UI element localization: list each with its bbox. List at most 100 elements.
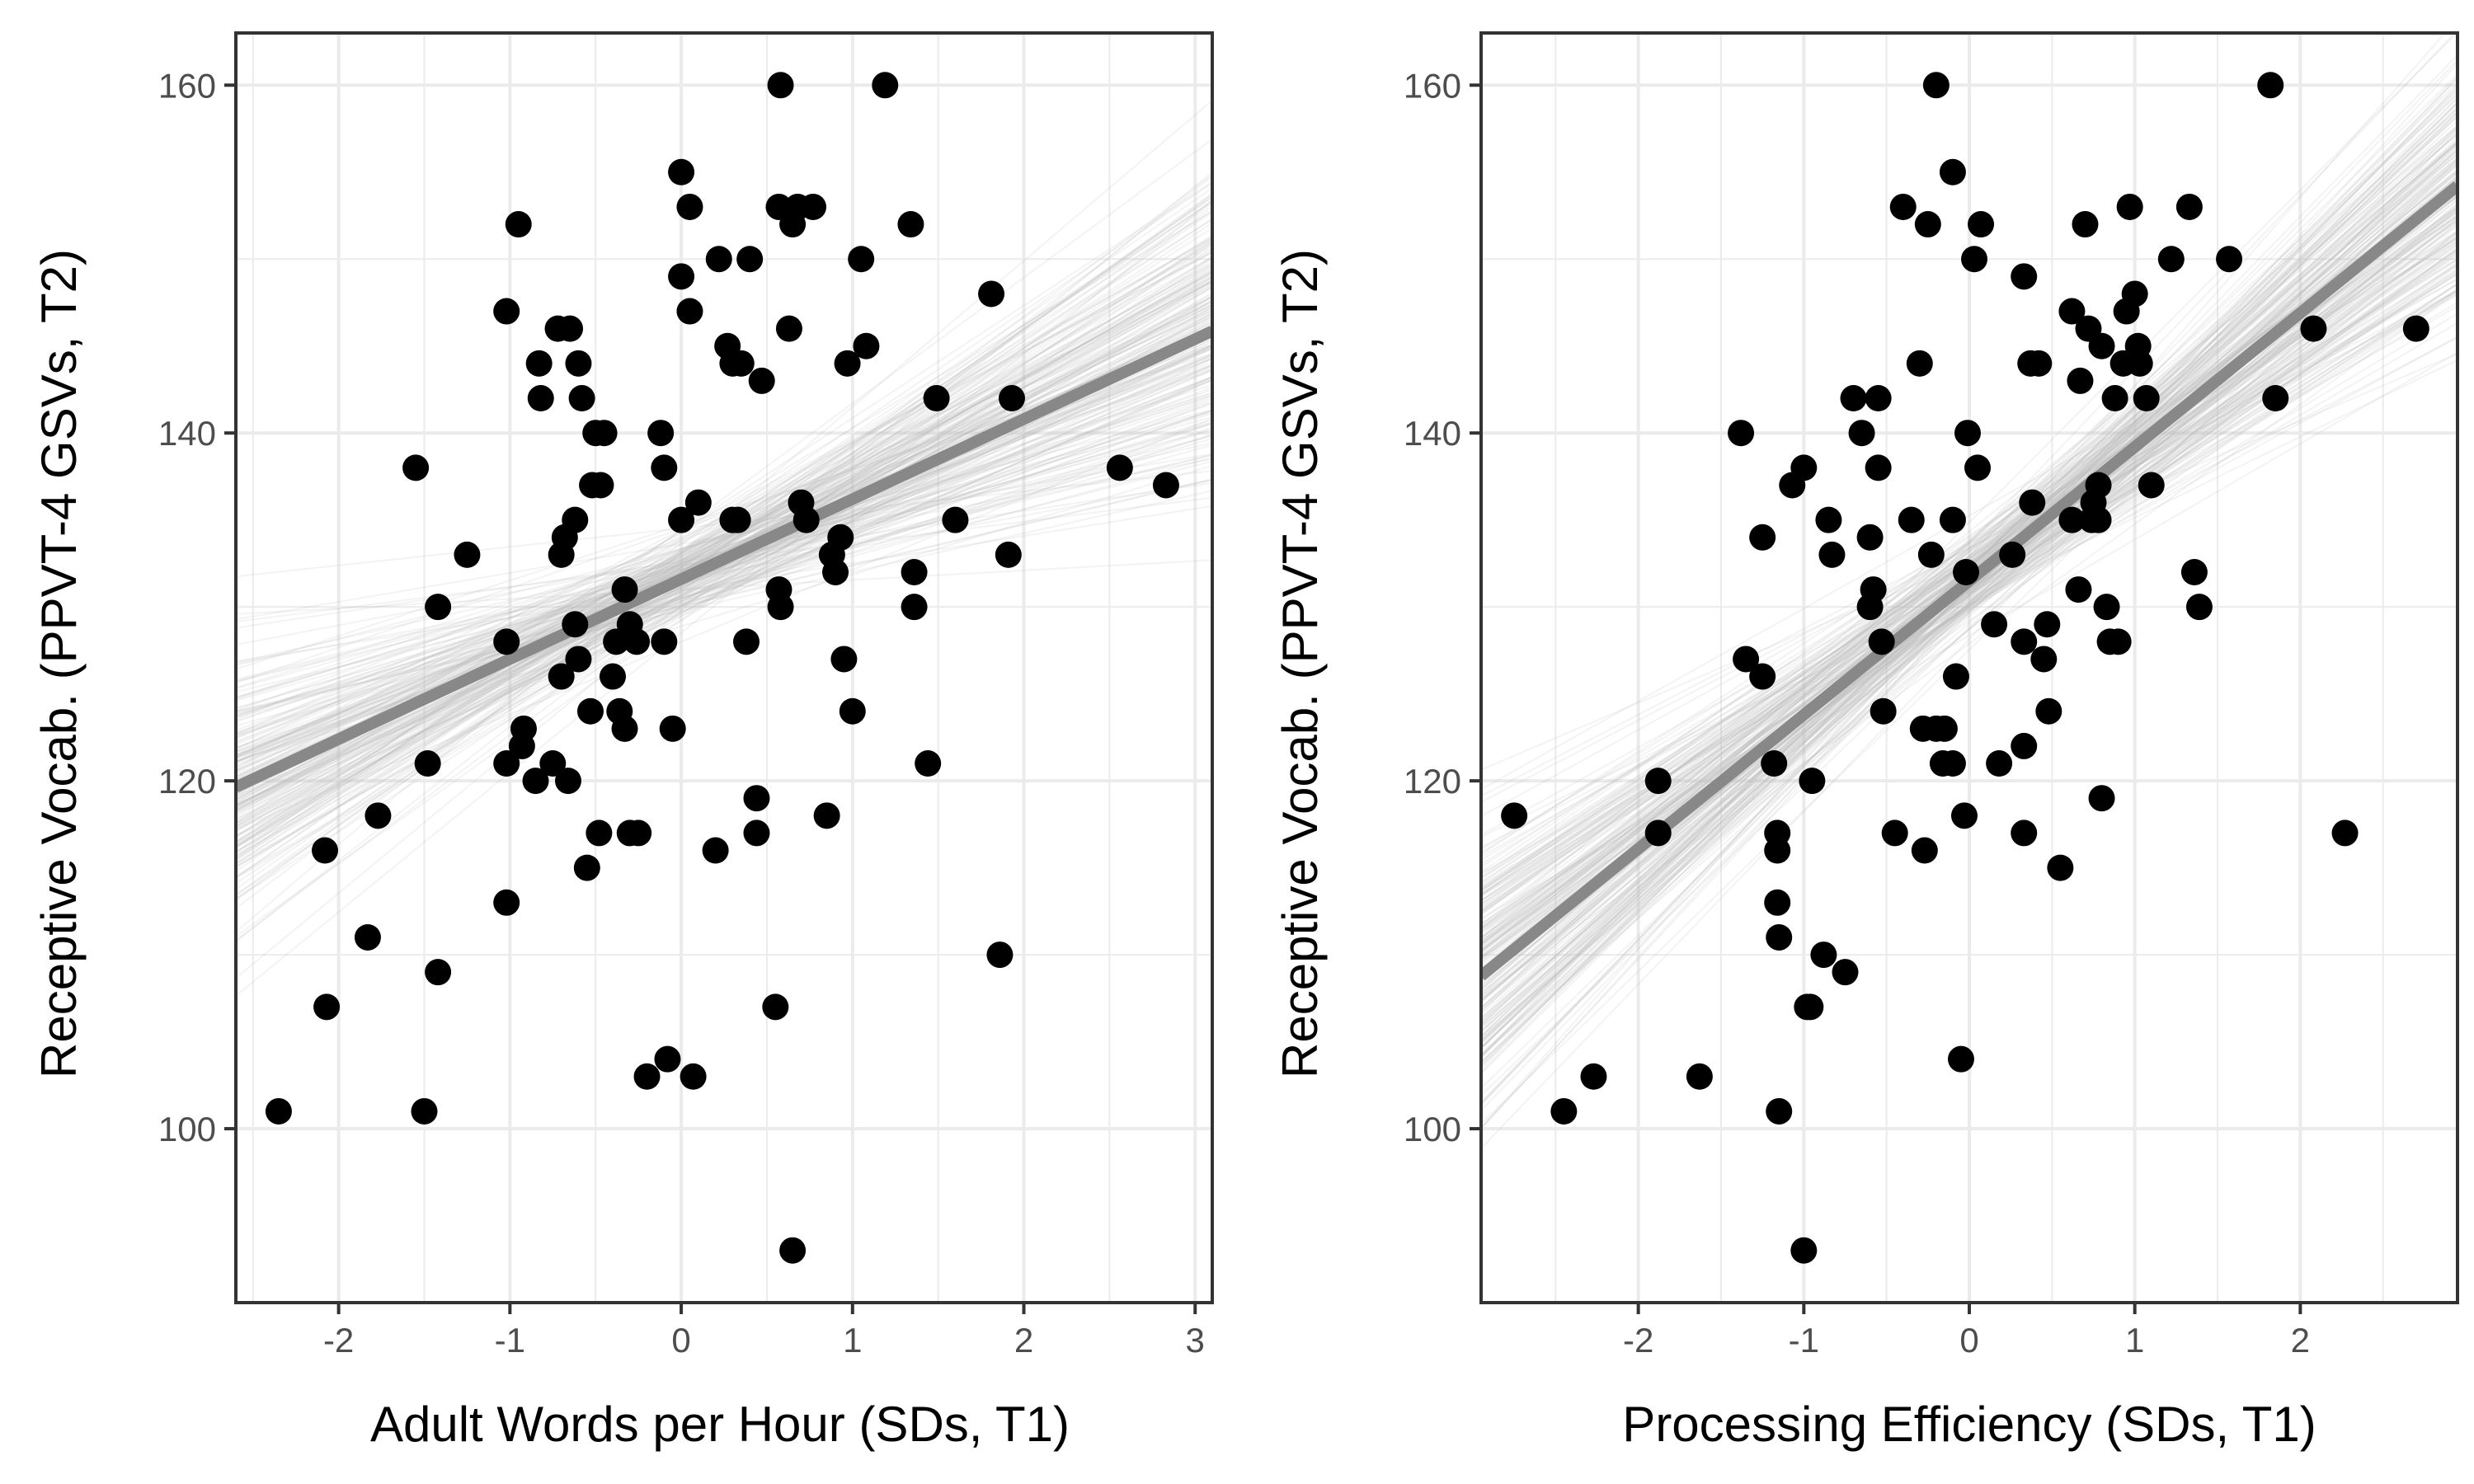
data-point [901,558,928,585]
posterior-line [1481,293,2458,928]
posterior-line [236,293,1212,848]
posterior-line [1481,142,2458,1036]
data-point [1865,385,1892,412]
data-point [312,837,339,864]
posterior-line [1481,278,2458,817]
posterior-line [236,200,1212,866]
data-point [1870,697,1897,725]
posterior-line [236,324,1212,856]
data-point [2216,246,2243,273]
posterior-line [1481,265,2458,944]
posterior-line [236,194,1212,899]
posterior-line [1481,153,2458,964]
posterior-line [1481,184,2458,933]
data-point [2185,594,2213,621]
data-point [522,768,549,795]
posterior-line [236,327,1212,749]
data-point [539,750,567,777]
posterior-line [236,344,1212,807]
data-point [1797,993,1824,1021]
data-point [527,385,554,412]
posterior-line [1481,273,2458,909]
posterior-line [236,304,1212,768]
data-point [1106,454,1133,481]
posterior-line [236,456,1212,727]
data-point [2011,263,2038,290]
data-point [2093,594,2120,621]
data-point [1856,524,1884,551]
posterior-line [1481,237,2458,881]
posterior-line [236,308,1212,771]
data-point [901,594,928,621]
posterior-line [236,345,1212,806]
data-point [625,819,652,847]
data-point [562,611,589,638]
data-point [414,750,441,777]
posterior-line [1481,111,2458,1066]
regression-line [236,326,1212,793]
posterior-line [1481,237,2458,854]
posterior-line [236,402,1212,763]
posterior-line [1481,221,2458,1038]
data-point [2300,315,2327,342]
data-point [813,802,840,829]
posterior-line [1481,231,2458,1027]
data-point [668,158,695,186]
data-point [1999,541,2026,568]
data-point [775,315,802,342]
data-point [611,576,638,603]
posterior-line [236,419,1212,717]
data-points [265,72,1179,1264]
data-point [834,350,861,377]
posterior-line [1481,172,2458,939]
data-point [748,367,775,394]
posterior-line [236,423,1212,716]
data-point [493,889,520,916]
data-point [676,298,703,325]
posterior-line [1481,290,2458,998]
posterior-line [1481,241,2458,946]
posterior-line [1481,351,2458,919]
data-point [1749,663,1776,690]
posterior-line [236,376,1212,806]
posterior-line [1481,33,2457,1058]
data-point [743,819,770,847]
data-point [1818,541,1846,568]
posterior-line [236,416,1212,689]
data-point [897,211,924,238]
posterior-line [1481,241,2458,791]
data-point [1917,541,1945,568]
posterior-line [1481,251,2458,939]
x-tick-label: -2 [1623,1321,1653,1360]
y-tick-label: 100 [158,1110,216,1148]
posterior-line [236,192,1212,901]
x-tick-label: 0 [1959,1321,1978,1360]
data-point [1889,193,1917,220]
data-point [557,315,584,342]
posterior-line [236,181,1212,824]
data-point [2101,385,2128,412]
posterior-line [236,426,1212,749]
posterior-line [1481,134,2458,929]
posterior-line [1481,148,2458,1045]
posterior-line [1481,249,2458,942]
posterior-line [1481,288,2458,926]
data-point [830,646,858,673]
data-point [2105,628,2132,655]
data-point [1644,768,1672,795]
data-point [573,854,600,881]
data-point [915,750,942,777]
y-tick-label: 120 [158,762,216,801]
data-point [1152,472,1179,499]
data-point [2257,72,2284,99]
x-tick-label: -1 [495,1321,525,1360]
data-points [1501,72,2429,1264]
data-point [2133,385,2160,412]
posterior-line [236,343,1212,800]
posterior-line [1481,176,2458,942]
data-point [1686,1063,1713,1090]
posterior-line [236,138,1212,857]
posterior-line [236,194,1212,896]
data-point [848,246,875,273]
posterior-line [1481,188,2458,916]
